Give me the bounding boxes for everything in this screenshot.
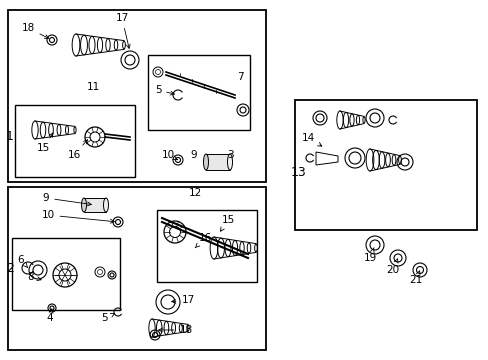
Text: 6: 6 xyxy=(18,255,27,267)
Text: 20: 20 xyxy=(386,259,399,275)
Text: 3: 3 xyxy=(226,150,233,160)
Text: 2: 2 xyxy=(6,261,14,274)
Text: 1: 1 xyxy=(6,130,14,144)
Bar xyxy=(157,210,257,282)
Ellipse shape xyxy=(81,198,86,212)
Text: 13: 13 xyxy=(290,166,306,179)
Bar xyxy=(15,105,135,177)
Text: 16: 16 xyxy=(67,140,87,160)
Text: 18: 18 xyxy=(159,325,192,335)
Text: 15: 15 xyxy=(220,215,234,231)
Text: 10: 10 xyxy=(41,210,114,223)
Text: 15: 15 xyxy=(36,133,53,153)
Text: 21: 21 xyxy=(408,271,422,285)
FancyBboxPatch shape xyxy=(205,154,229,170)
FancyBboxPatch shape xyxy=(84,198,106,212)
Text: 12: 12 xyxy=(188,188,201,198)
Text: 8: 8 xyxy=(28,272,41,282)
Text: 18: 18 xyxy=(21,23,49,38)
Text: 5: 5 xyxy=(154,85,174,95)
Text: 10: 10 xyxy=(161,150,177,160)
Text: 11: 11 xyxy=(86,82,100,92)
Text: 7: 7 xyxy=(236,72,243,82)
Bar xyxy=(8,187,265,350)
Bar xyxy=(12,238,120,310)
Text: 4: 4 xyxy=(46,309,53,323)
Bar xyxy=(148,55,249,130)
Text: 16: 16 xyxy=(195,233,211,248)
Ellipse shape xyxy=(103,198,108,212)
Text: 9: 9 xyxy=(42,193,91,206)
Bar xyxy=(294,100,476,230)
Text: 9: 9 xyxy=(190,150,197,160)
Bar xyxy=(8,10,265,182)
Text: 5: 5 xyxy=(102,313,114,323)
Ellipse shape xyxy=(203,154,208,170)
Text: 17: 17 xyxy=(171,295,194,305)
Text: 14: 14 xyxy=(301,133,321,146)
Text: 19: 19 xyxy=(363,248,376,263)
Text: 17: 17 xyxy=(115,13,130,48)
Ellipse shape xyxy=(227,154,232,170)
